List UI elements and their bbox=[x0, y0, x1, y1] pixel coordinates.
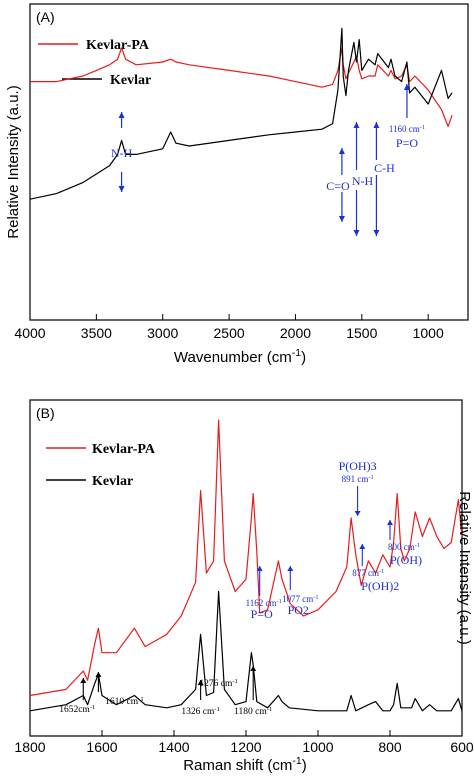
panel-b-x-ticks: 1800 1600 1400 1200 1000 800 600 bbox=[14, 730, 474, 755]
x-tick-label: 1600 bbox=[86, 739, 117, 755]
peak-1180-arrow-head bbox=[250, 666, 257, 671]
peak-1610-arrow-head bbox=[95, 672, 102, 677]
x-tick-label: 4000 bbox=[14, 325, 45, 341]
x-tick-label: 3500 bbox=[81, 325, 112, 341]
annotation-1326: 1326 cm-1 bbox=[181, 706, 220, 718]
annotation-1077: 1077 cm-1 bbox=[282, 594, 319, 605]
x-tick-label: 2500 bbox=[214, 325, 245, 341]
panel-a-x-ticks: 4000 3500 3000 2500 2000 1500 1000 bbox=[14, 314, 444, 341]
series-line-kevlar-b bbox=[29, 590, 463, 712]
annotation-poh: P(OH) bbox=[390, 553, 422, 567]
annotation-po2: PO2 bbox=[288, 603, 309, 617]
nh-arrow-down-head bbox=[118, 186, 125, 192]
panel-b-x-axis-title-text: Raman shift (cm-1) bbox=[183, 755, 307, 774]
annotation-1162: 1162 cm-1 bbox=[246, 598, 282, 609]
x-tick-label: 1400 bbox=[158, 739, 189, 755]
panel-a-legend: Kevlar-PA Kevlar bbox=[38, 38, 151, 88]
x-tick-label: 1800 bbox=[14, 739, 45, 755]
x-tick-label: 800 bbox=[378, 739, 402, 755]
annotation-poh3: P(OH)3 bbox=[339, 459, 377, 473]
x-tick-label: 1000 bbox=[413, 325, 444, 341]
panel-b-label: (B) bbox=[36, 405, 55, 421]
legend-label-kevlar-pa-b: Kevlar-PA bbox=[92, 442, 156, 457]
panel-b-y-axis-title: Relative Intensity (a.u.) bbox=[456, 491, 473, 644]
x-tick-label: 1000 bbox=[302, 739, 333, 755]
panel-b: (B) Kevlar-PA Kevlar 1800 1600 1400 1200 100… bbox=[14, 399, 474, 774]
series-line-kevlar-pa bbox=[30, 47, 453, 128]
nh-arrow-up-head bbox=[118, 112, 125, 118]
ch-arrow-down-head bbox=[373, 230, 380, 236]
annotation-1652: 1652cm-1 bbox=[59, 704, 95, 716]
co-arrow-down-head bbox=[338, 216, 345, 222]
nh2-arrow-down-head bbox=[353, 230, 360, 236]
legend-label-kevlar: Kevlar bbox=[110, 73, 151, 88]
annotation-1180: 1180 cm-1 bbox=[234, 706, 272, 718]
peak-1326-arrow-head bbox=[197, 680, 204, 685]
annotation-877: 877 cm-1 bbox=[352, 568, 384, 579]
panel-b-series bbox=[29, 419, 463, 712]
panel-a-x-axis-title: Wavenumber (cm-1) bbox=[174, 347, 306, 366]
panel-a-frame bbox=[29, 3, 469, 321]
annotation-nh-2: N-H bbox=[352, 174, 374, 188]
annotation-nh: N-H bbox=[111, 146, 133, 160]
annotation-1160: 1160 cm-1 bbox=[389, 124, 425, 135]
legend-label-kevlar-b: Kevlar bbox=[92, 474, 133, 489]
annotation-po-b: P=O bbox=[251, 607, 273, 621]
panel-a-series bbox=[29, 27, 453, 200]
panel-a: (A) Kevlar-PA Kevlar 4000 3500 3000 2500 200… bbox=[5, 3, 469, 366]
poh3-arrow-head bbox=[354, 511, 361, 516]
legend-label-kevlar-pa: Kevlar-PA bbox=[86, 38, 150, 53]
ch-arrow-up-head bbox=[373, 122, 380, 128]
poh-arrow-head bbox=[387, 520, 393, 525]
po-b-arrow-head bbox=[256, 566, 263, 571]
panel-a-x-axis-title-text: Wavenumber (cm-1) bbox=[174, 347, 306, 366]
annotation-co: C=O bbox=[326, 179, 350, 193]
po-arrow-up-head bbox=[403, 84, 410, 90]
annotation-1276: 1276 cm-1 bbox=[199, 678, 238, 690]
x-tick-label: 600 bbox=[450, 739, 474, 755]
co-arrow-up-head bbox=[338, 148, 345, 154]
annotation-1610: 1610 cm-1 bbox=[105, 696, 144, 708]
x-tick-label: 1200 bbox=[230, 739, 261, 755]
panel-b-legend: Kevlar-PA Kevlar bbox=[46, 442, 156, 489]
nh2-arrow-up-head bbox=[353, 122, 360, 128]
po2-arrow-head bbox=[287, 566, 294, 571]
annotation-891: 891 cm-1 bbox=[342, 474, 374, 485]
panel-a-label: (A) bbox=[36, 9, 55, 25]
peak-1652-arrow-head bbox=[80, 678, 87, 683]
annotation-po: P=O bbox=[396, 136, 418, 150]
annotation-ch: C-H bbox=[374, 161, 395, 175]
series-line-kevlar-pa-b bbox=[29, 419, 463, 697]
x-tick-label: 2000 bbox=[280, 325, 311, 341]
panel-a-y-axis-title: Relative Intensity (a.u.) bbox=[5, 85, 22, 238]
annotation-800: 800 cm-1 bbox=[388, 542, 420, 553]
poh2-arrow-head bbox=[359, 544, 366, 549]
x-tick-label: 3000 bbox=[147, 325, 178, 341]
series-line-kevlar bbox=[29, 27, 453, 200]
panel-b-x-axis-title: Raman shift (cm-1) bbox=[183, 755, 307, 774]
x-tick-label: 1500 bbox=[346, 325, 377, 341]
annotation-poh2: P(OH)2 bbox=[361, 579, 399, 593]
